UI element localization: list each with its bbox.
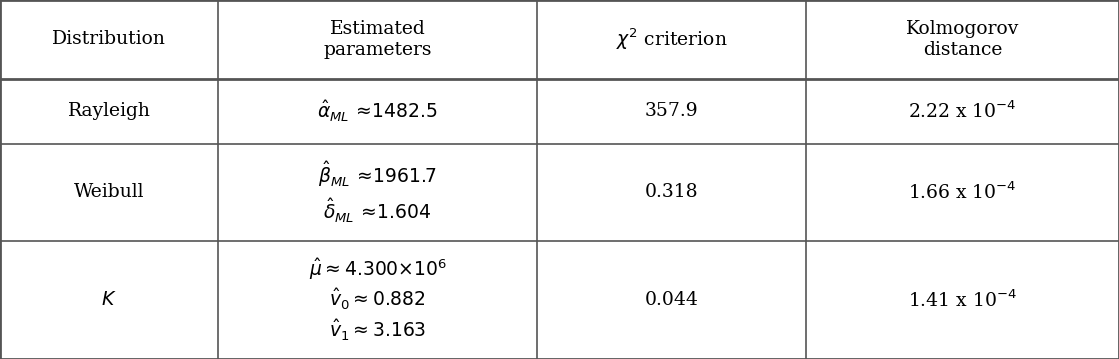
Text: 0.044: 0.044 [645,291,698,309]
Text: $\hat{\alpha}_{ML}$$\,\approx\!1482.5$: $\hat{\alpha}_{ML}$$\,\approx\!1482.5$ [318,99,438,124]
Text: 357.9: 357.9 [645,102,698,120]
Text: $\hat{\mu}\approx 4.300{\times}10^{6}$: $\hat{\mu}\approx 4.300{\times}10^{6}$ [309,256,446,282]
Text: $\hat{v}_1 \approx 3.163$: $\hat{v}_1 \approx 3.163$ [329,318,426,343]
Text: $\hat{\beta}_{ML}$$\,\approx\!1961.7$: $\hat{\beta}_{ML}$$\,\approx\!1961.7$ [318,159,438,188]
Text: 2.22 x 10$^{-4}$: 2.22 x 10$^{-4}$ [909,101,1016,122]
Text: Kolmogorov
distance: Kolmogorov distance [905,20,1019,59]
Text: Distribution: Distribution [53,31,166,48]
Text: 0.318: 0.318 [645,183,698,201]
Text: $\chi^2$ criterion: $\chi^2$ criterion [615,27,727,52]
Text: $K$: $K$ [102,291,116,309]
Text: 1.41 x 10$^{-4}$: 1.41 x 10$^{-4}$ [908,289,1017,311]
Text: Estimated
parameters: Estimated parameters [323,20,432,59]
Text: 1.66 x 10$^{-4}$: 1.66 x 10$^{-4}$ [909,181,1016,203]
Text: Weibull: Weibull [74,183,144,201]
Text: $\hat{\delta}_{ML}$$\,\approx\!1.604$: $\hat{\delta}_{ML}$$\,\approx\!1.604$ [323,196,432,224]
Text: Rayleigh: Rayleigh [67,102,151,120]
Text: $\hat{v}_0 \approx 0.882$: $\hat{v}_0 \approx 0.882$ [329,287,426,312]
